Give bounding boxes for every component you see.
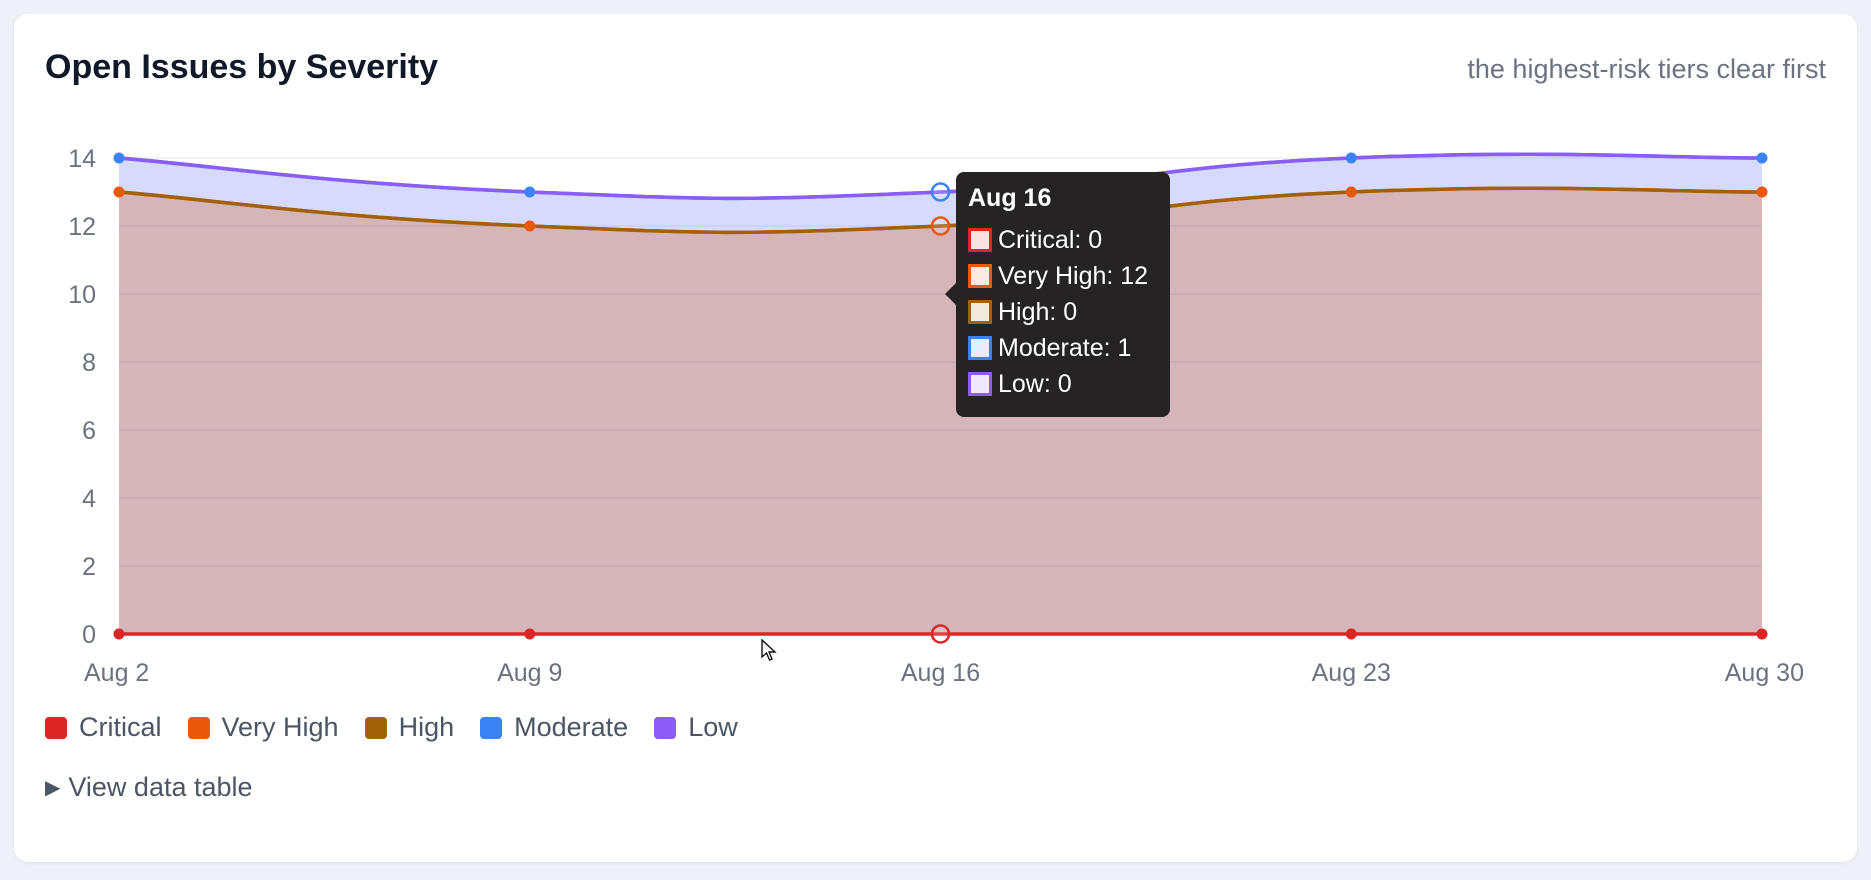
legend-swatch-critical — [45, 716, 67, 739]
point-very-high-aug-23 — [1345, 186, 1357, 198]
chart-tooltip: Aug 16 Critical: 0 Very High: 12 High: 0… — [945, 172, 1170, 417]
x-tick-label-aug-16: Aug 16 — [901, 659, 980, 687]
tooltip-swatch-moderate — [968, 336, 992, 360]
tooltip-row-moderate: Moderate: 1 — [968, 330, 1158, 366]
point-moderate-aug-2 — [113, 152, 125, 164]
mouse-pointer-icon — [761, 639, 777, 661]
point-very-high-aug-9 — [524, 220, 536, 232]
tooltip-label-high: High: 0 — [998, 298, 1078, 326]
legend-label-low: Low — [688, 712, 738, 742]
y-tick-label-2: 2 — [82, 553, 96, 581]
point-very-high-aug-30 — [1756, 186, 1768, 198]
x-tick-label-aug-23: Aug 23 — [1312, 659, 1391, 687]
point-very-high-aug-16 — [930, 216, 951, 236]
tooltip-row-very-high: Very High: 12 — [968, 258, 1158, 294]
legend-item-moderate[interactable]: Moderate — [480, 712, 628, 743]
legend-swatch-high — [364, 716, 387, 739]
y-tick-label-0: 0 — [82, 621, 96, 649]
y-tick-label-10: 10 — [68, 281, 96, 309]
point-critical-aug-9 — [524, 628, 536, 640]
point-moderate-aug-23 — [1345, 152, 1357, 164]
y-tick-label-8: 8 — [82, 349, 96, 377]
tooltip-row-high: High: 0 — [968, 294, 1158, 330]
tooltip-swatch-low — [968, 372, 992, 396]
tooltip-label-moderate: Moderate: 1 — [998, 334, 1132, 362]
x-tick-label-aug-30: Aug 30 — [1725, 659, 1804, 687]
point-critical-aug-16 — [930, 624, 951, 644]
chart-subtitle: the highest-risk tiers clear first — [1467, 54, 1826, 84]
x-tick-label-aug-2: Aug 2 — [84, 659, 149, 687]
disclosure-triangle-icon: ▶ — [45, 777, 61, 799]
tooltip-label-critical: Critical: 0 — [998, 226, 1103, 254]
view-data-table-label: View data table — [68, 772, 253, 802]
point-critical-aug-2 — [113, 628, 125, 640]
point-moderate-aug-16 — [930, 182, 951, 202]
legend-label-high: High — [398, 712, 455, 742]
legend-item-low[interactable]: Low — [654, 712, 738, 743]
legend-item-critical[interactable]: Critical — [45, 712, 162, 743]
legend-label-very-high: Very High — [221, 712, 339, 742]
tooltip-swatch-very-high — [968, 264, 992, 288]
point-very-high-aug-2 — [113, 186, 125, 198]
tooltip-swatch-high — [968, 300, 992, 324]
tooltip-swatch-critical — [968, 228, 992, 252]
tooltip-label-low: Low: 0 — [998, 370, 1072, 398]
y-tick-label-14: 14 — [68, 145, 96, 173]
legend-swatch-very-high — [187, 716, 210, 739]
legend-swatch-moderate — [480, 716, 503, 739]
legend-swatch-low — [654, 716, 677, 739]
tooltip-row-critical: Critical: 0 — [968, 222, 1158, 258]
view-data-table-toggle[interactable]: ▶ View data table — [45, 772, 253, 803]
tooltip-title: Aug 16 — [968, 184, 1052, 212]
area-fill-very-high — [119, 188, 1762, 634]
y-tick-label-6: 6 — [82, 417, 96, 445]
point-moderate-aug-9 — [524, 186, 536, 198]
y-tick-label-4: 4 — [82, 485, 96, 513]
chart-title: Open Issues by Severity — [45, 48, 439, 86]
x-tick-label-aug-9: Aug 9 — [497, 659, 562, 687]
series-line-low — [118, 152, 1763, 201]
legend-label-critical: Critical — [79, 712, 162, 742]
point-critical-aug-30 — [1756, 628, 1768, 640]
y-tick-label-12: 12 — [68, 213, 96, 241]
tooltip-label-very-high: Very High: 12 — [998, 262, 1149, 290]
series-line-high — [118, 186, 1763, 235]
legend-label-moderate: Moderate — [514, 712, 629, 742]
tooltip-row-low: Low: 0 — [968, 366, 1158, 402]
legend-item-very-high[interactable]: Very High — [187, 712, 339, 743]
legend: Critical Very High High Moderate Low — [45, 712, 738, 743]
point-critical-aug-23 — [1345, 628, 1357, 640]
point-moderate-aug-30 — [1756, 152, 1768, 164]
legend-item-high[interactable]: High — [364, 712, 455, 743]
